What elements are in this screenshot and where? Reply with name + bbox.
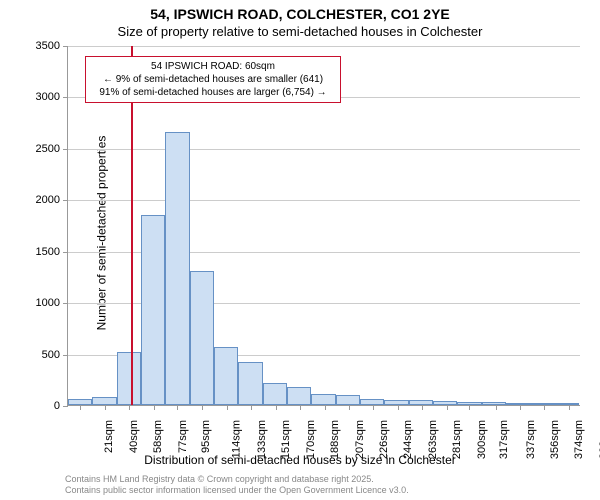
chart-title: 54, IPSWICH ROAD, COLCHESTER, CO1 2YE (0, 6, 600, 22)
grid-line (68, 46, 580, 47)
xtick-label: 77sqm (177, 420, 189, 453)
xtick-label: 58sqm (152, 420, 164, 453)
footer-line-2: Contains public sector information licen… (65, 485, 409, 496)
ytick-label: 3500 (10, 40, 60, 52)
histogram-bar (555, 403, 579, 405)
grid-line (68, 200, 580, 201)
xtick-label: 226sqm (379, 420, 391, 459)
histogram-bar (433, 401, 457, 405)
xtick-label: 114sqm (230, 420, 242, 458)
xtick-label: 244sqm (402, 420, 414, 459)
histogram-bar (360, 399, 384, 405)
xtick-mark (129, 405, 130, 410)
annotation-line-1: 54 IPSWICH ROAD: 60sqm (92, 60, 334, 73)
histogram-bar (530, 403, 554, 405)
xtick-mark (202, 405, 203, 410)
xtick-mark (496, 405, 497, 410)
ytick-label: 0 (10, 400, 60, 412)
xtick-mark (177, 405, 178, 410)
xtick-label: 263sqm (427, 420, 439, 459)
xtick-mark (569, 405, 570, 410)
xtick-mark (154, 405, 155, 410)
xtick-mark (251, 405, 252, 410)
histogram-bar (384, 400, 408, 405)
histogram-bar (287, 387, 311, 406)
xtick-label: 21sqm (103, 420, 115, 453)
xtick-label: 356sqm (550, 420, 562, 459)
histogram-bar (263, 383, 287, 405)
ytick-mark (63, 149, 68, 150)
ytick-label: 1000 (10, 297, 60, 309)
xtick-label: 151sqm (280, 420, 292, 459)
ytick-mark (63, 406, 68, 407)
xtick-label: 207sqm (354, 420, 366, 459)
annotation-line-3: 91% of semi-detached houses are larger (… (92, 86, 334, 99)
xtick-mark (325, 405, 326, 410)
histogram-bar (165, 132, 189, 405)
histogram-bar (482, 402, 506, 405)
xtick-mark (398, 405, 399, 410)
xtick-label: 337sqm (525, 420, 537, 459)
xtick-mark (276, 405, 277, 410)
xtick-mark (447, 405, 448, 410)
ytick-mark (63, 46, 68, 47)
xtick-label: 133sqm (256, 420, 268, 459)
chart-container: 54, IPSWICH ROAD, COLCHESTER, CO1 2YE Si… (0, 0, 600, 500)
annotation-box: 54 IPSWICH ROAD: 60sqm ← 9% of semi-deta… (85, 56, 341, 103)
histogram-bar (214, 347, 238, 405)
histogram-bar (141, 215, 165, 405)
chart-subtitle: Size of property relative to semi-detach… (0, 24, 600, 39)
ytick-label: 500 (10, 349, 60, 361)
xtick-mark (544, 405, 545, 410)
footer-line-1: Contains HM Land Registry data © Crown c… (65, 474, 409, 485)
histogram-bar (92, 397, 116, 405)
ytick-mark (63, 355, 68, 356)
xtick-mark (373, 405, 374, 410)
xtick-mark (300, 405, 301, 410)
annotation-line-2: ← 9% of semi-detached houses are smaller… (92, 73, 334, 86)
histogram-bar (238, 362, 262, 405)
ytick-label: 1500 (10, 246, 60, 258)
ytick-label: 2000 (10, 194, 60, 206)
ytick-label: 2500 (10, 143, 60, 155)
ytick-mark (63, 97, 68, 98)
xtick-label: 281sqm (451, 420, 463, 459)
xtick-label: 188sqm (329, 420, 341, 459)
histogram-bar (190, 271, 214, 405)
histogram-bar (311, 394, 335, 405)
grid-line (68, 149, 580, 150)
xtick-label: 95sqm (200, 420, 212, 453)
xtick-label: 317sqm (498, 420, 510, 459)
xtick-mark (227, 405, 228, 410)
xtick-mark (469, 405, 470, 410)
xtick-mark (80, 405, 81, 410)
ytick-label: 3000 (10, 91, 60, 103)
histogram-bar (506, 403, 530, 405)
ytick-mark (63, 200, 68, 201)
xtick-label: 40sqm (128, 420, 140, 453)
xtick-mark (520, 405, 521, 410)
histogram-bar (409, 400, 433, 405)
xtick-label: 170sqm (305, 420, 317, 459)
xtick-mark (349, 405, 350, 410)
footer-attribution: Contains HM Land Registry data © Crown c… (65, 474, 409, 496)
xtick-mark (422, 405, 423, 410)
xtick-label: 374sqm (573, 420, 585, 459)
histogram-bar (336, 395, 360, 405)
ytick-mark (63, 303, 68, 304)
xtick-mark (105, 405, 106, 410)
xtick-label: 300sqm (476, 420, 488, 459)
ytick-mark (63, 252, 68, 253)
histogram-bar (117, 352, 141, 405)
